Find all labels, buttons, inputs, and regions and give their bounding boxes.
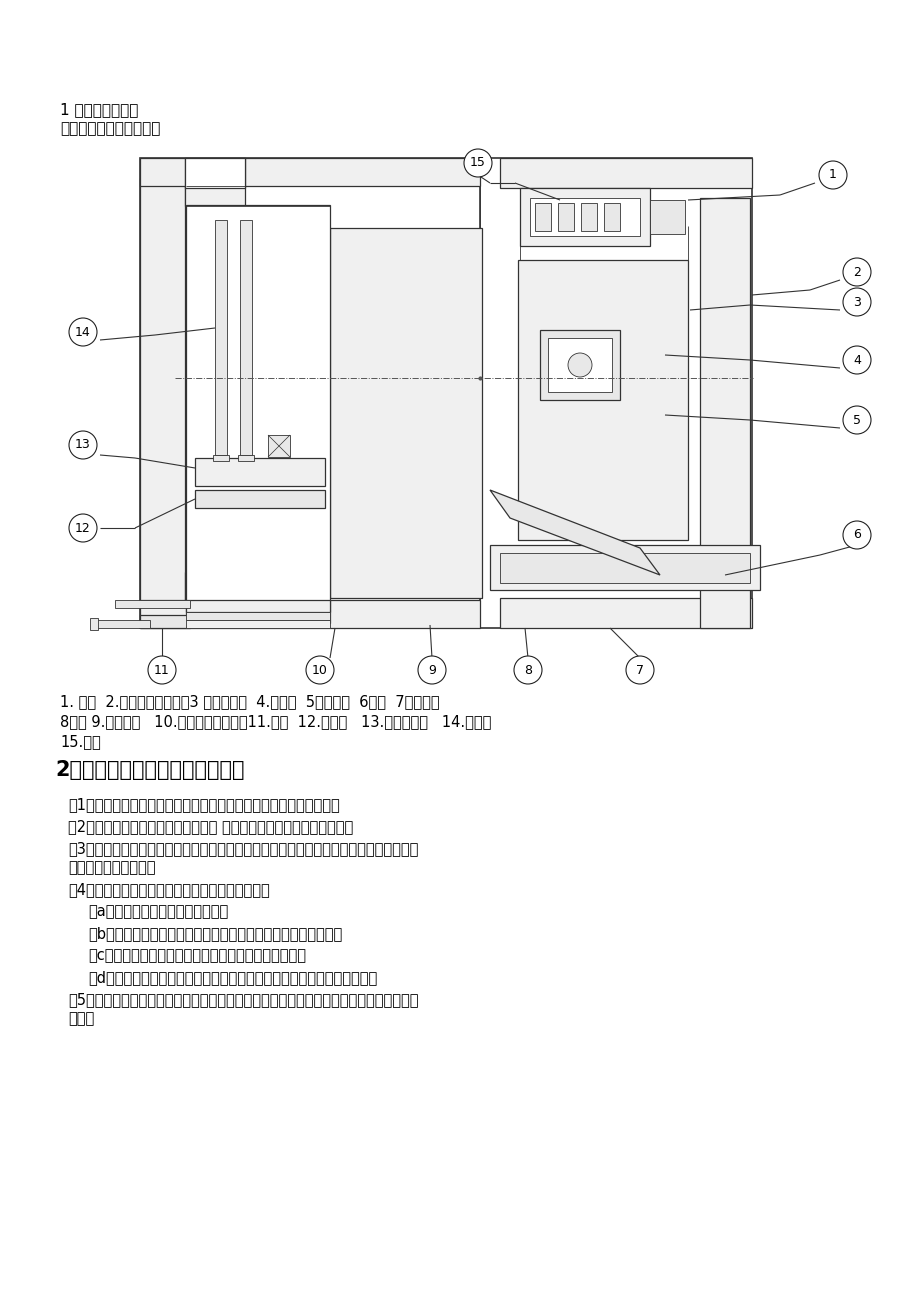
Bar [186, 204, 330, 622]
Bar [480, 158, 751, 628]
Bar [195, 490, 324, 508]
Bar [215, 220, 227, 454]
Text: 11: 11 [154, 664, 170, 677]
Text: 2．压铸模具结构设计应注意事项: 2．压铸模具结构设计应注意事项 [55, 760, 244, 780]
Bar [186, 600, 330, 612]
Bar [529, 198, 640, 236]
Bar [581, 203, 596, 230]
Text: （a）模具的长度不要与系杆干涉。: （a）模具的长度不要与系杆干涉。 [88, 904, 228, 919]
Bar [140, 158, 480, 186]
Bar [519, 187, 650, 246]
Text: （3）模穴的压力中心应尽可能接近压铸机合模力的中心，以防压铸机受力不均，造成锁模: （3）模穴的压力中心应尽可能接近压铸机合模力的中心，以防压铸机受力不均，造成锁模 [68, 841, 418, 855]
Text: 10: 10 [312, 664, 327, 677]
Circle shape [567, 353, 591, 378]
Circle shape [463, 148, 492, 177]
Text: 1: 1 [828, 168, 836, 181]
Bar [517, 260, 687, 540]
Text: （4）模具的外形要考虑到与压铸机的规格的配合：: （4）模具的外形要考虑到与压铸机的规格的配合： [68, 881, 269, 897]
Text: 15.导套: 15.导套 [60, 734, 101, 749]
Text: 13: 13 [75, 439, 91, 452]
Text: 14: 14 [75, 326, 91, 339]
Text: 9: 9 [427, 664, 436, 677]
Bar [186, 620, 330, 628]
Text: 2: 2 [852, 266, 860, 279]
Circle shape [417, 656, 446, 684]
Bar [604, 203, 619, 230]
Bar [330, 228, 482, 598]
Bar [90, 618, 98, 630]
Bar [95, 620, 150, 628]
Bar [558, 203, 573, 230]
Circle shape [306, 656, 334, 684]
Bar [140, 615, 190, 628]
Bar [499, 553, 749, 583]
Bar [499, 598, 751, 628]
Bar [195, 458, 324, 486]
Bar [140, 178, 185, 608]
Circle shape [842, 346, 870, 374]
Bar [238, 454, 254, 461]
Circle shape [818, 161, 846, 189]
Text: （b）模具的总厚度不要太厚或太薄，超出压铸机可夹持的范围。: （b）模具的总厚度不要太厚或太薄，超出压铸机可夹持的范围。 [88, 926, 342, 941]
Text: 1. 导柱  2.固定外模（母模）3 分流子镶套  4.分流子  5固定内模  6角销  7滑块挡片: 1. 导柱 2.固定外模（母模）3 分流子镶套 4.分流子 5固定内模 6角销 … [60, 694, 439, 710]
Bar [185, 158, 244, 187]
Bar [213, 454, 229, 461]
Bar [185, 572, 244, 600]
Bar [699, 198, 749, 628]
Bar [535, 203, 550, 230]
Text: （c）注意与料管（冷室机）或喷嘴（热室机）之配合。: （c）注意与料管（冷室机）或喷嘴（热室机）之配合。 [88, 948, 306, 963]
Circle shape [842, 258, 870, 286]
Bar [115, 600, 190, 608]
Circle shape [69, 514, 96, 542]
Circle shape [514, 656, 541, 684]
Circle shape [842, 521, 870, 549]
Bar [240, 220, 252, 454]
Text: （1）模具应有足够的刚性，在承受压铸机锁模力的情况下不会变形。: （1）模具应有足够的刚性，在承受压铸机锁模力的情况下不会变形。 [68, 797, 339, 812]
Text: 8滑块 9.可动内模   10.可动外模（公模）11.模脚  12.顶出板   13.顶出销承板   14.回位销: 8滑块 9.可动内模 10.可动外模（公模）11.模脚 12.顶出板 13.顶出… [60, 713, 491, 729]
Bar [140, 600, 480, 628]
Bar [650, 201, 685, 234]
Text: （2）模具不宜过于笨重，以方便装卸 修理和搬运，并减轻压铸机负荷。: （2）模具不宜过于笨重，以方便装卸 修理和搬运，并减轻压铸机负荷。 [68, 819, 353, 835]
Circle shape [69, 431, 96, 460]
Text: 3: 3 [852, 296, 860, 309]
Circle shape [842, 288, 870, 316]
Text: 4: 4 [852, 354, 860, 366]
Bar [267, 435, 289, 457]
Text: 15: 15 [470, 156, 485, 169]
Text: 螺栓。: 螺栓。 [68, 1010, 94, 1026]
Text: 6: 6 [852, 529, 860, 542]
Bar [490, 546, 759, 590]
Text: （5）为便于模具的搬运和装配，在固定模和可动模上方及两侧应钻螺孔，以便可旋入环首: （5）为便于模具的搬运和装配，在固定模和可动模上方及两侧应钻螺孔，以便可旋入环首 [68, 992, 418, 1006]
Text: （d）当使用拉回杆拉回顶出出机构时，注意拉回杆之尺寸与位置之配合。: （d）当使用拉回杆拉回顶出出机构时，注意拉回杆之尺寸与位置之配合。 [88, 970, 377, 986]
Bar [539, 329, 619, 400]
Circle shape [69, 318, 96, 346]
Text: 7: 7 [635, 664, 643, 677]
Text: 5: 5 [852, 414, 860, 427]
Bar [548, 339, 611, 392]
Bar [185, 158, 244, 206]
Text: 12: 12 [75, 522, 91, 535]
Text: 不密，铸件产生毛边。: 不密，铸件产生毛边。 [68, 861, 155, 875]
Bar [499, 158, 751, 187]
Bar [140, 158, 480, 628]
Text: 压铸模具一般的结构如图: 压铸模具一般的结构如图 [60, 121, 160, 135]
Text: 1 压铸模具的结构: 1 压铸模具的结构 [60, 102, 138, 117]
Text: 8: 8 [524, 664, 531, 677]
Circle shape [842, 406, 870, 434]
Polygon shape [490, 490, 659, 575]
Circle shape [625, 656, 653, 684]
Circle shape [148, 656, 176, 684]
Bar [186, 612, 330, 620]
